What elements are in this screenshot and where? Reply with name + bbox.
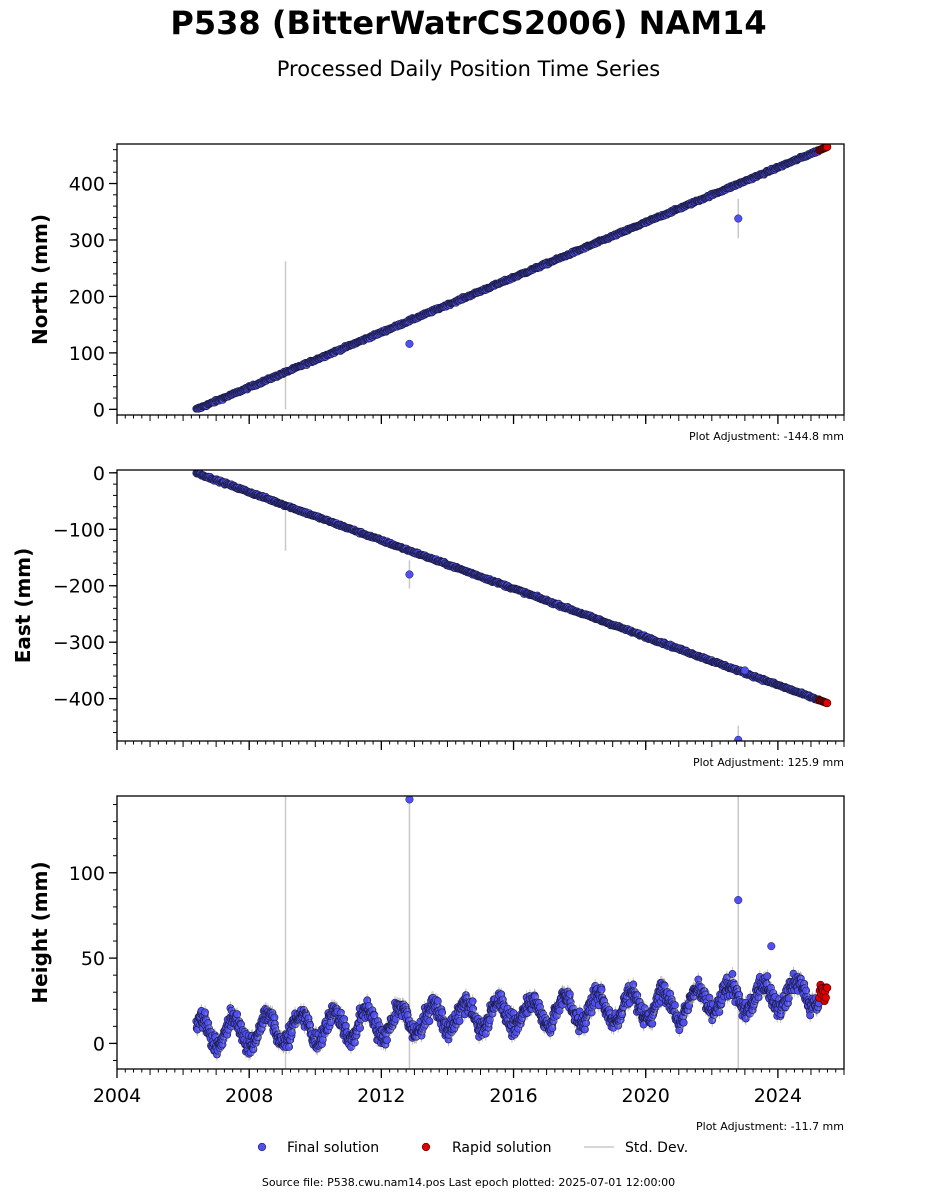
- legend-rapid-label: Rapid solution: [452, 1140, 552, 1156]
- height-y-tick-label: 50: [81, 948, 105, 970]
- east-y-axis: 0 −100 −200 −300 −400: [53, 463, 117, 734]
- north-y-tick-label: 200: [69, 286, 105, 308]
- north-y-axis: 0 100 200 300 400: [69, 149, 117, 421]
- height-y-tick-label: 0: [93, 1033, 105, 1055]
- east-rapid-points: [815, 696, 832, 708]
- chart-subtitle: Processed Daily Position Time Series: [276, 57, 661, 81]
- height-final-point: [383, 1036, 391, 1045]
- east-rapid-point: [823, 698, 832, 708]
- north-plot-adjustment: Plot Adjustment: -144.8 mm: [689, 430, 844, 443]
- height-final-point: [581, 1025, 589, 1034]
- height-y-axis: 0 50 100: [69, 804, 117, 1061]
- x-tick-label: 2004: [93, 1085, 141, 1107]
- north-final-points: [192, 146, 823, 413]
- height-final-point: [201, 1008, 209, 1017]
- east-outlier-point-2: [740, 666, 749, 675]
- height-final-point: [763, 972, 772, 981]
- north-y-tick-label: 300: [69, 230, 105, 252]
- height-rapid-point: [821, 993, 830, 1002]
- east-y-tick-label: −400: [53, 689, 105, 711]
- legend-stddev-label: Std. Dev.: [625, 1140, 688, 1156]
- height-outlier-point-2: [767, 942, 776, 951]
- chart-title: P538 (BitterWatrCS2006) NAM14: [170, 4, 767, 42]
- legend-final-label: Final solution: [287, 1140, 379, 1156]
- height-rapid-point: [823, 983, 832, 992]
- north-y-tick-label: 0: [93, 399, 105, 421]
- legend-rapid-marker: [421, 1142, 431, 1152]
- legend: Final solution Rapid solution Std. Dev.: [257, 1140, 688, 1156]
- north-rapid-points: [815, 144, 832, 155]
- east-y-axis-label: East (mm): [11, 548, 35, 664]
- east-outlier-point-1: [734, 735, 743, 741]
- panel-east: 0 −100 −200 −300 −400 East (mm) Plot Adjustmen…: [11, 463, 845, 769]
- north-x-axis: [116, 415, 845, 424]
- height-final-points: [192, 966, 823, 1062]
- height-final-point: [671, 1001, 679, 1010]
- source-file-note: Source file: P538.cwu.nam14.pos Last epo…: [261, 1176, 676, 1189]
- height-final-point: [425, 1017, 434, 1025]
- height-rapid-points: [815, 980, 832, 1006]
- north-y-axis-label: North (mm): [28, 214, 52, 345]
- east-y-tick-label: −200: [53, 576, 105, 598]
- east-plot-adjustment: Plot Adjustment: 125.9 mm: [693, 756, 844, 769]
- x-tick-label: 2008: [225, 1085, 273, 1107]
- east-y-tick-label: −100: [53, 519, 105, 541]
- east-x-axis: [116, 741, 845, 750]
- height-final-point: [341, 1021, 350, 1030]
- height-plot-adjustment: Plot Adjustment: -11.7 mm: [696, 1120, 844, 1133]
- x-tick-label: 2024: [754, 1085, 802, 1107]
- panel-height: 0 50 100 2004 2008 2012 2016 2020 2024 Height (mm…: [28, 795, 845, 1133]
- east-outlier-point-0: [405, 570, 414, 579]
- height-outlier-point-0: [405, 796, 414, 804]
- height-final-point: [648, 1019, 657, 1028]
- height-outlier-point-1: [734, 896, 743, 905]
- height-y-axis-label: Height (mm): [28, 861, 52, 1003]
- north-y-tick-label: 100: [69, 343, 105, 365]
- height-final-point: [705, 993, 714, 1002]
- north-outlier-point-1: [734, 214, 743, 223]
- height-plot-area: [192, 796, 832, 1069]
- panel-north: 0 100 200 300 400 North (mm) Plot Adjustment: …: [28, 143, 845, 443]
- east-y-tick-label: 0: [93, 463, 105, 485]
- east-plot-area: [192, 470, 832, 741]
- x-tick-label: 2012: [357, 1085, 405, 1107]
- north-outlier-point-0: [405, 339, 414, 348]
- north-rapid-point: [823, 144, 832, 152]
- height-final-point: [433, 997, 442, 1005]
- east-axes-frame: [116, 469, 845, 742]
- height-final-point: [679, 1018, 688, 1027]
- east-y-tick-label: −300: [53, 632, 105, 654]
- height-final-point: [438, 1008, 447, 1017]
- north-y-tick-label: 400: [69, 174, 105, 196]
- north-plot-area: [192, 144, 832, 413]
- x-tick-label: 2016: [489, 1085, 537, 1107]
- x-tick-label: 2020: [622, 1085, 670, 1107]
- height-y-tick-label: 100: [69, 863, 105, 885]
- height-x-axis: 2004 2008 2012 2016 2020 2024: [93, 1069, 845, 1107]
- height-final-point: [728, 970, 737, 978]
- east-final-points: [192, 470, 823, 705]
- height-final-point: [233, 1010, 242, 1019]
- legend-final-marker: [257, 1142, 267, 1152]
